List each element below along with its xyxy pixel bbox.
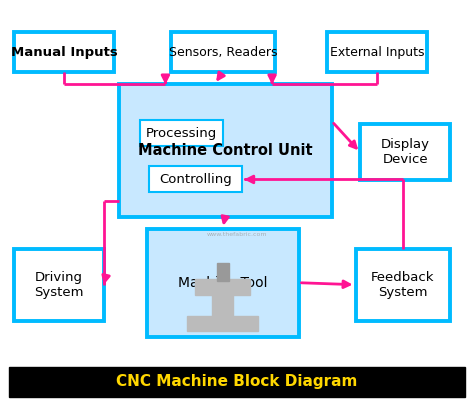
FancyBboxPatch shape <box>217 263 229 281</box>
Text: Controlling: Controlling <box>159 173 232 186</box>
Text: CNC Machine Block Diagram: CNC Machine Block Diagram <box>116 375 358 389</box>
Text: Machine Tool: Machine Tool <box>178 276 267 290</box>
Text: www.thefabric.com: www.thefabric.com <box>207 232 267 237</box>
FancyBboxPatch shape <box>14 32 114 72</box>
Text: Sensors, Readers: Sensors, Readers <box>169 46 277 59</box>
Text: Manual Inputs: Manual Inputs <box>10 46 118 59</box>
Text: Machine Control Unit: Machine Control Unit <box>138 143 312 158</box>
Text: Driving
System: Driving System <box>35 271 84 299</box>
FancyBboxPatch shape <box>327 32 427 72</box>
FancyBboxPatch shape <box>14 249 104 321</box>
FancyBboxPatch shape <box>149 166 242 192</box>
FancyBboxPatch shape <box>212 294 233 316</box>
FancyBboxPatch shape <box>118 84 332 217</box>
Text: External Inputs: External Inputs <box>329 46 424 59</box>
FancyBboxPatch shape <box>356 249 450 321</box>
Text: Display
Device: Display Device <box>381 138 430 166</box>
FancyBboxPatch shape <box>147 229 299 337</box>
FancyBboxPatch shape <box>9 367 465 397</box>
FancyBboxPatch shape <box>187 316 258 331</box>
FancyBboxPatch shape <box>140 120 223 146</box>
FancyBboxPatch shape <box>171 32 275 72</box>
FancyBboxPatch shape <box>195 279 250 295</box>
Text: Processing: Processing <box>146 127 217 140</box>
FancyBboxPatch shape <box>360 124 450 180</box>
Text: Feedback
System: Feedback System <box>371 271 435 299</box>
